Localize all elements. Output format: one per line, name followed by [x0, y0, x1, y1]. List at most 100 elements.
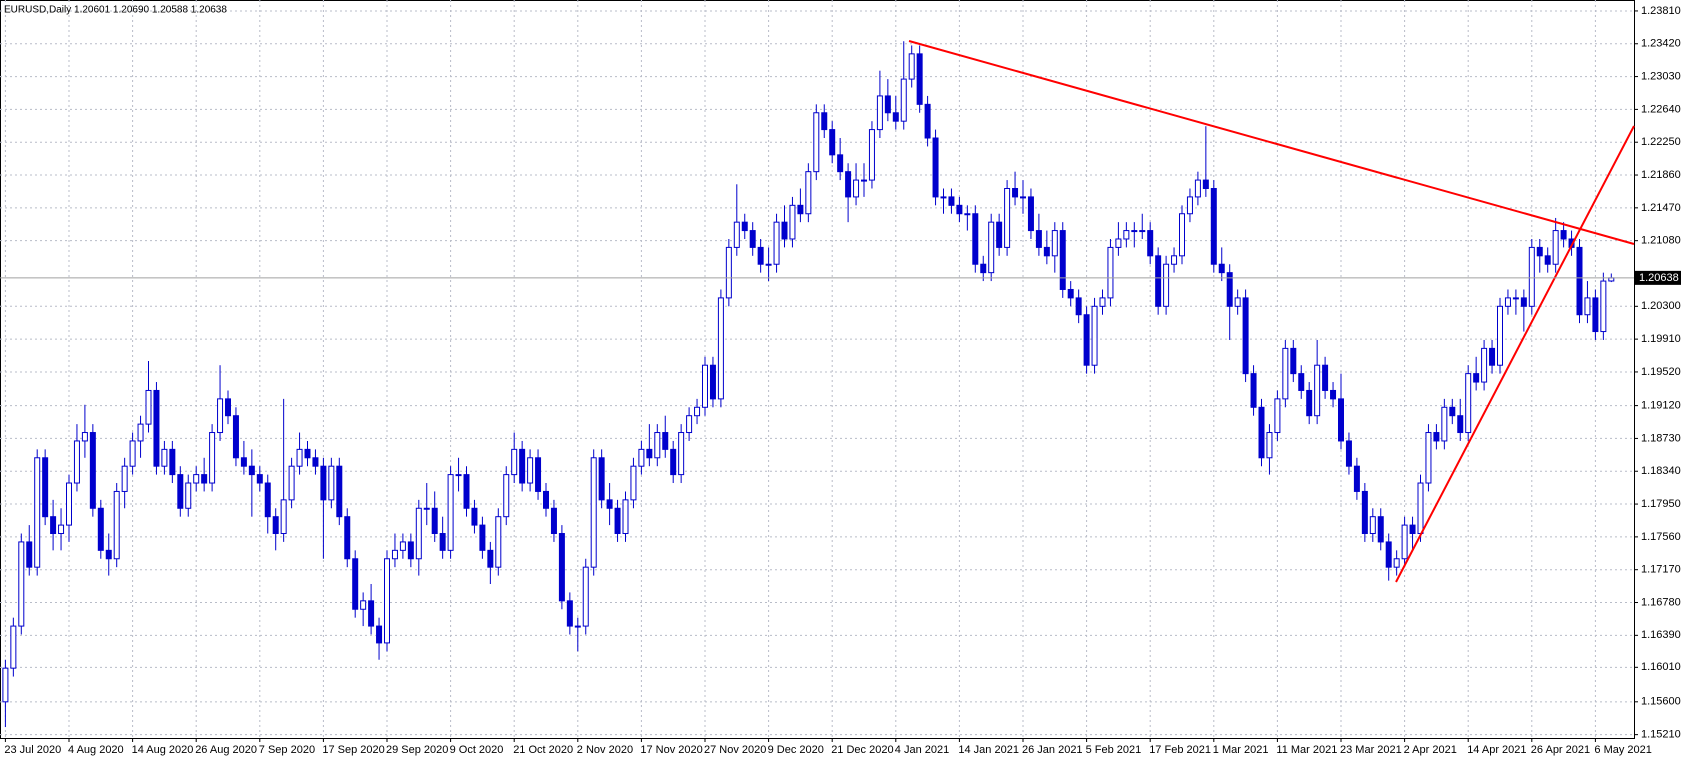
candle-body	[1600, 280, 1607, 333]
candle-body	[694, 406, 701, 417]
candle-body	[725, 246, 732, 299]
candle-body	[1409, 524, 1416, 535]
candle-body	[1504, 297, 1511, 307]
candle-body	[940, 196, 947, 199]
candle-body	[1210, 187, 1217, 265]
candle-body	[1345, 440, 1352, 467]
candle-body	[431, 507, 438, 535]
candle-body	[360, 600, 367, 610]
candle-body	[248, 465, 255, 476]
y-tick-label: 1.17170	[1641, 564, 1681, 576]
y-tick-label: 1.15210	[1641, 729, 1681, 741]
candle-body	[312, 457, 319, 467]
candle-body	[964, 213, 971, 216]
candle-body	[129, 440, 136, 467]
candle-body	[217, 398, 224, 434]
x-tick-label: 26 Apr 2021	[1531, 744, 1590, 756]
candle-body	[741, 221, 748, 232]
candle-body	[1330, 389, 1337, 400]
candle-body	[1258, 406, 1265, 459]
y-tick-label: 1.23810	[1641, 5, 1681, 17]
candle-body	[1393, 558, 1400, 568]
candle-body	[296, 448, 303, 467]
candle-body	[280, 499, 287, 535]
candle-body	[495, 516, 502, 568]
candle-body	[1520, 297, 1527, 307]
candle-body	[479, 524, 486, 551]
candle-body	[1075, 297, 1082, 316]
candle-body	[1147, 230, 1154, 257]
candle-body	[924, 103, 931, 139]
candle-body	[1353, 465, 1360, 492]
candle-body	[1202, 179, 1209, 189]
y-tick-label: 1.16390	[1641, 629, 1681, 641]
candle-body	[1043, 246, 1050, 257]
candle-body	[42, 457, 49, 518]
x-tick-label: 11 Mar 2021	[1276, 744, 1337, 756]
candle-body	[471, 507, 478, 526]
candle-body	[916, 53, 923, 105]
candle-body	[670, 448, 677, 476]
candle-body	[1131, 230, 1138, 233]
candle-body	[399, 541, 406, 551]
candle-body	[900, 78, 907, 122]
candle-body	[1441, 406, 1448, 442]
candle-body	[153, 389, 160, 467]
candle-body	[813, 112, 820, 173]
candle-body	[1107, 246, 1114, 299]
x-tick-label: 5 Feb 2021	[1086, 744, 1142, 756]
trend-line	[1395, 125, 1635, 583]
candle-body	[256, 474, 263, 484]
candle-body	[352, 558, 359, 610]
candle-body	[980, 263, 987, 274]
y-tick-label: 1.21860	[1641, 169, 1681, 181]
x-tick-label: 21 Oct 2020	[513, 744, 573, 756]
candle-body	[1266, 432, 1273, 459]
y-tick-label: 1.21470	[1641, 202, 1681, 214]
candle-body	[757, 246, 764, 265]
candle-body	[1417, 482, 1424, 535]
candle-body	[50, 516, 57, 535]
candle-body	[582, 566, 589, 627]
candle-body	[868, 129, 875, 181]
candles	[2, 41, 1615, 728]
current-price-label: 1.20638	[1639, 272, 1679, 284]
candle-body	[765, 263, 772, 266]
candle-body	[996, 221, 1003, 248]
y-tick-label: 1.23420	[1641, 38, 1681, 50]
candle-body	[543, 490, 549, 509]
candle-body	[550, 507, 557, 535]
candle-body	[1051, 230, 1058, 257]
y-tick-label: 1.19910	[1641, 333, 1681, 345]
chart-title: EURUSD,Daily 1.20601 1.20690 1.20588 1.2…	[4, 5, 227, 16]
candle-body	[1290, 347, 1297, 375]
candle-body	[662, 432, 669, 450]
candle-body	[606, 499, 613, 509]
candle-body	[105, 549, 112, 560]
candle-body	[439, 533, 446, 551]
candle-body	[264, 482, 271, 518]
candle-body	[574, 625, 581, 628]
candle-body	[487, 549, 494, 568]
x-tick-label: 2 Nov 2020	[577, 744, 633, 756]
candle-body	[463, 474, 470, 509]
x-tick-label: 17 Nov 2020	[640, 744, 702, 756]
candle-body	[58, 524, 65, 535]
y-tick-label: 1.18340	[1641, 465, 1681, 477]
candle-body	[320, 465, 327, 501]
candle-body	[161, 448, 168, 467]
candle-body	[447, 474, 454, 551]
candle-body	[1552, 230, 1559, 265]
candle-body	[1592, 297, 1599, 333]
x-tick-label: 26 Aug 2020	[195, 744, 257, 756]
candle-body	[845, 171, 852, 198]
trend-line	[908, 40, 1635, 245]
candle-body	[423, 507, 430, 510]
candle-body	[1027, 196, 1034, 232]
candle-body	[1306, 389, 1313, 417]
candle-body	[1361, 490, 1368, 535]
candle-body	[956, 204, 963, 215]
grid	[0, 0, 1634, 738]
candle-body	[1536, 246, 1543, 257]
